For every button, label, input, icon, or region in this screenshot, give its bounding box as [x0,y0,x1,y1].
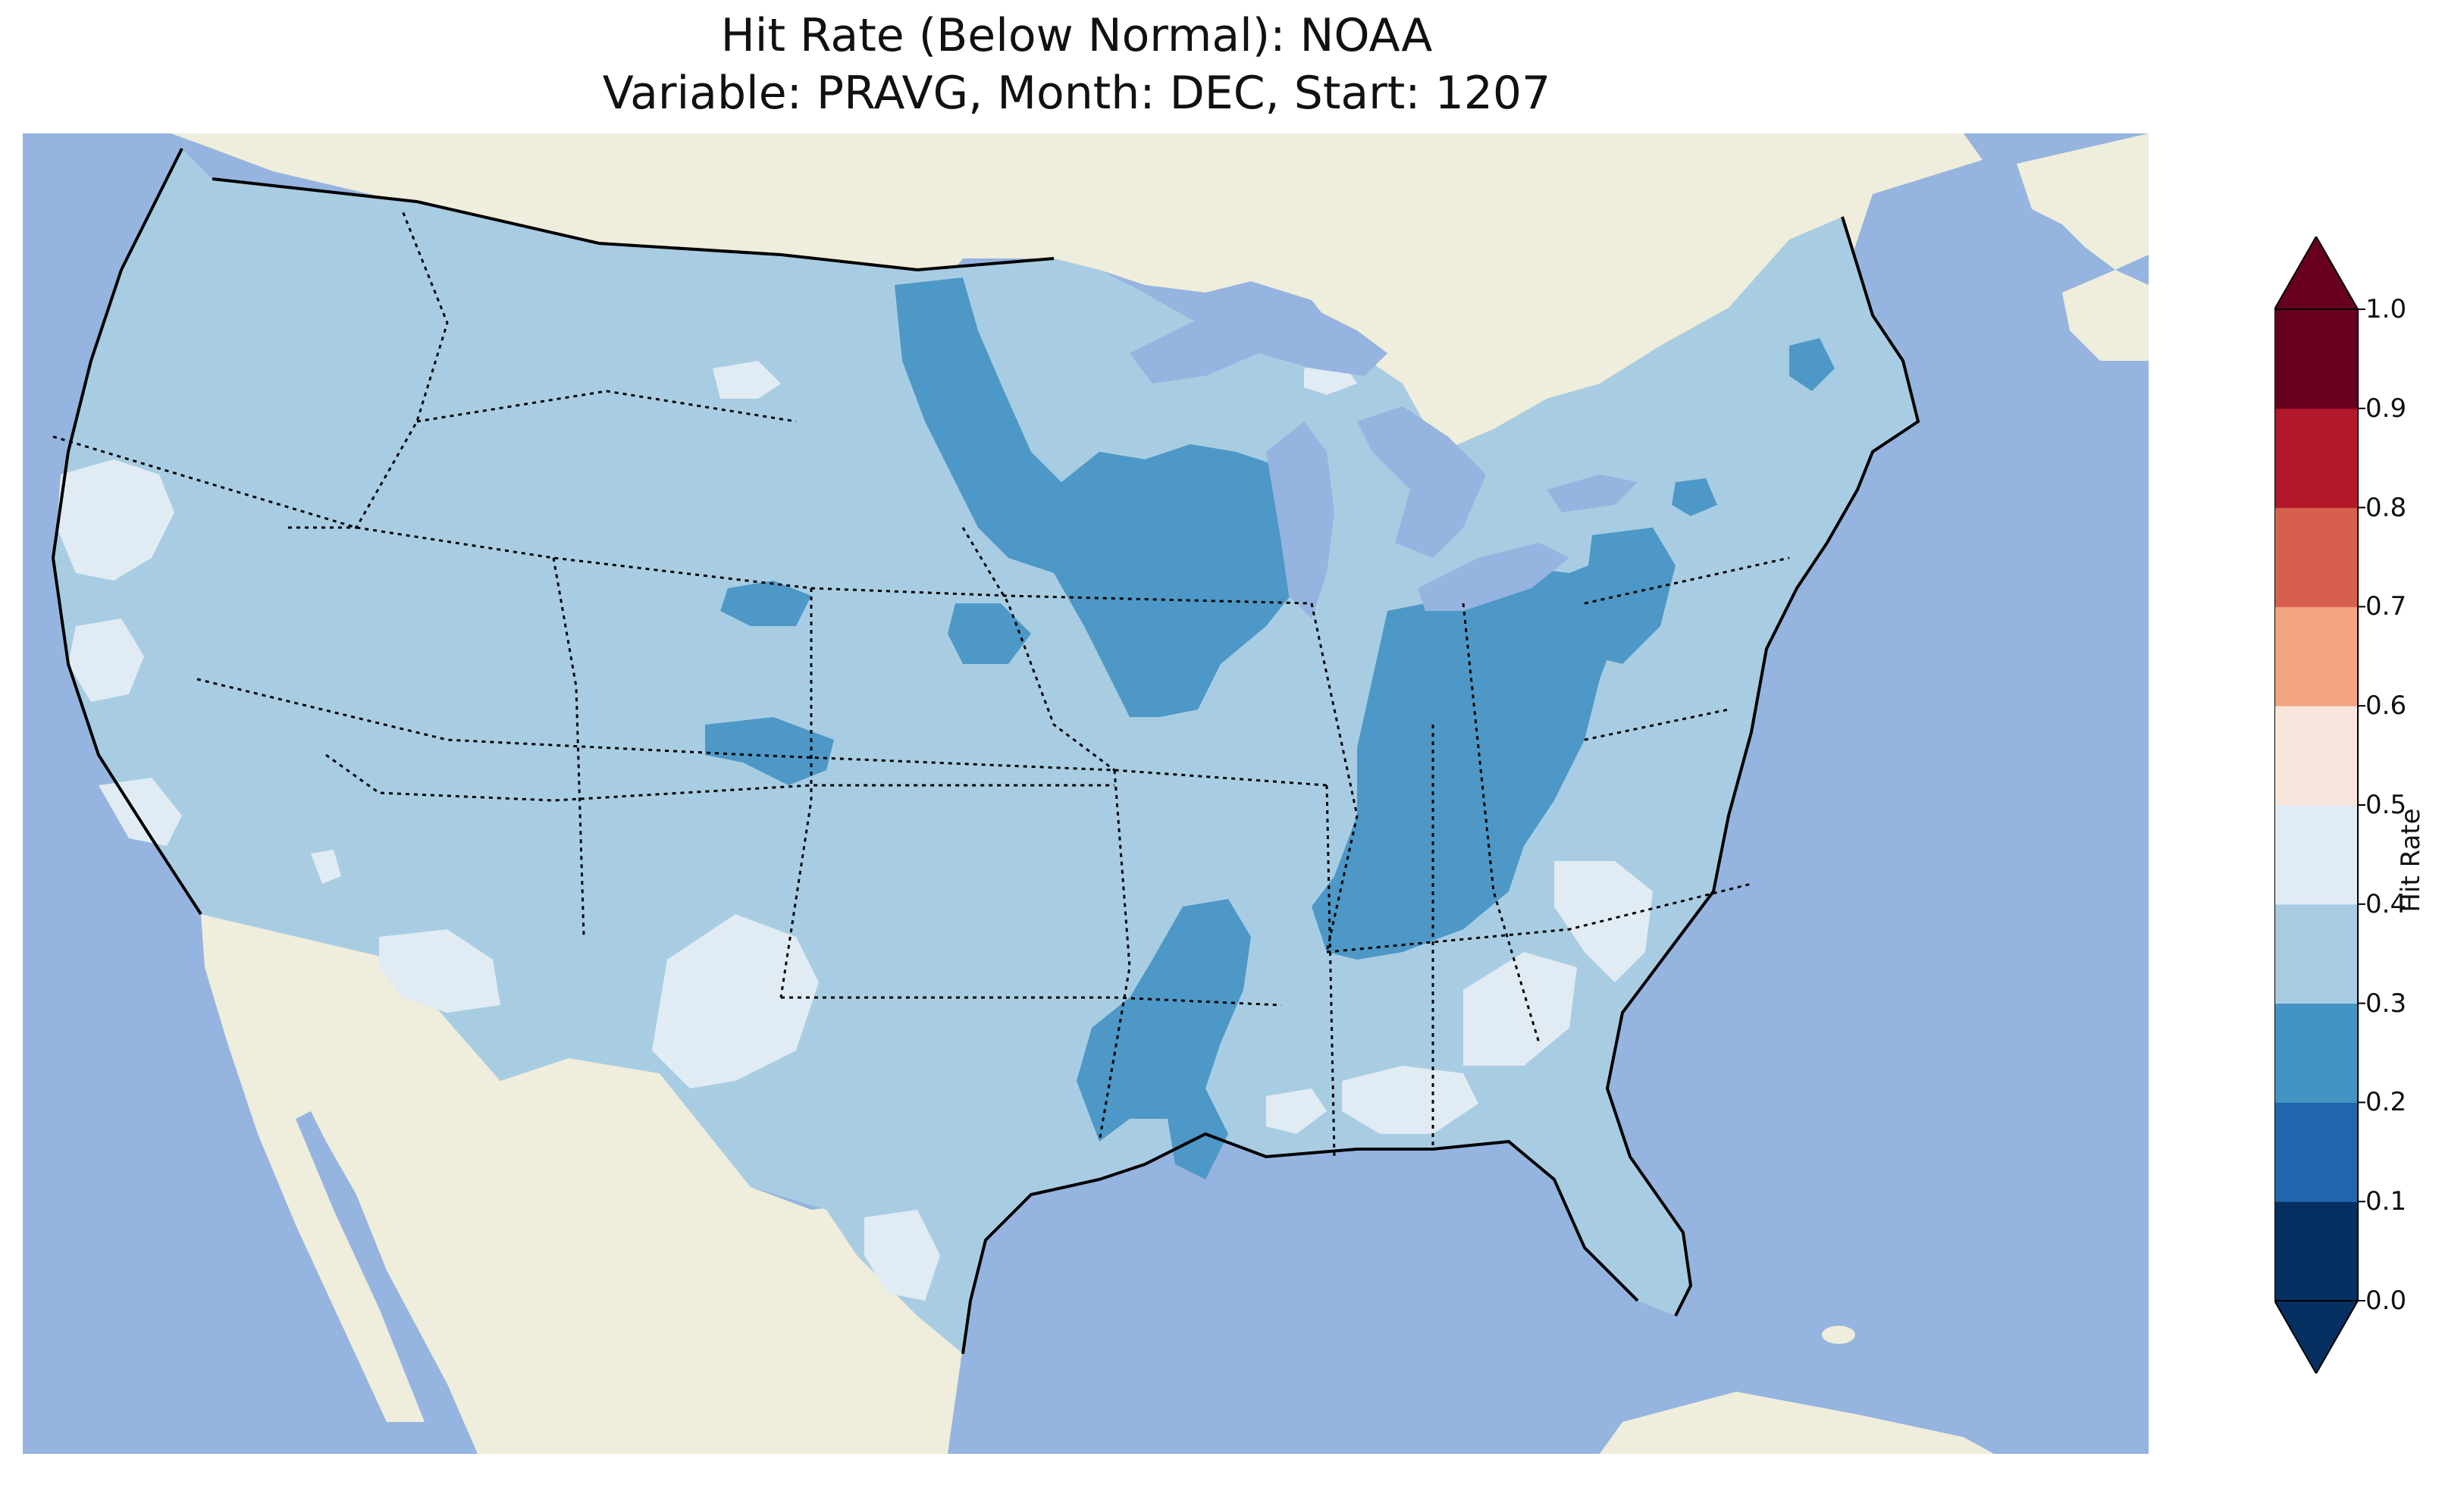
region-central-california [68,619,144,702]
region-gulf-coast-spot [1266,1088,1327,1134]
great-lakes [1130,300,1638,619]
us-canada-border [212,177,1055,272]
region-ohio-valley [1312,558,1622,960]
colorbar-tick-label: 0.7 [2365,591,2407,622]
mexico-land [201,914,970,1454]
colorbar-bin-0-0.1 [2274,1201,2358,1301]
lake-ontario [1547,475,1638,512]
hit-rate-0.2-0.3-regions [705,277,1835,1179]
colorbar-bin-0.8-0.9 [2274,408,2358,509]
colorbar-outline [2274,309,2359,1301]
colorbar-bin-0.4-0.5 [2274,805,2358,905]
colorbar-tick-label: 0.8 [2365,492,2407,523]
colorbar-tick-label: 0.9 [2365,393,2407,424]
colorbar-extend-bottom-arrow [2274,1300,2359,1373]
colorbar-bin-0.3-0.4 [2274,904,2358,1004]
pacific-coast [51,148,202,916]
canada-land [171,133,1983,497]
chart-title: Hit Rate (Below Normal): NOAA [720,9,1433,62]
region-florida-panhandle [1342,1066,1478,1134]
map-panel [23,133,2149,1454]
region-western-pennsylvania [1585,528,1676,664]
state-borders [52,208,1790,1157]
colorbar [2274,236,2365,1373]
region-southern-california [99,778,182,846]
colorbar-tick-label: 0.0 [2365,1286,2407,1316]
atlantic-canada-land [2017,133,2149,270]
colorbar-bin-0.5-0.6 [2274,706,2358,806]
region-ny-spot [1672,478,1717,516]
atlantic-coast [1605,216,1920,1317]
lake-huron [1357,406,1486,558]
bahamas-island [1822,1326,1855,1344]
colorbar-tick-label: 0.1 [2365,1186,2407,1217]
region-northern-vermont [1789,338,1835,391]
region-northern-california [57,459,174,581]
lake-michigan [1266,421,1334,619]
colorbar-bin-0.6-0.7 [2274,606,2358,706]
colorbar-tick-label: 0.2 [2365,1087,2407,1118]
colorbar-tick-label: 0.5 [2365,790,2407,820]
cuba-land [1600,1392,1994,1454]
colorbar-tick-label: 0.4 [2365,888,2407,919]
coastline-lines [51,148,1920,1355]
colorbar-bin-0.7-0.8 [2274,507,2358,607]
colorbar-tick-label: 0.6 [2365,691,2407,722]
region-sw-kansas [705,717,834,785]
region-minnesota-wisconsin [895,277,1327,717]
region-georgia [1463,952,1577,1066]
region-southern-new-mexico [652,914,819,1088]
chart-subtitle: Variable: PRAVG, Month: DEC, Start: 1207 [602,67,1551,120]
region-southern-arizona [379,929,500,1013]
region-southern-texas [864,1210,940,1301]
region-nebraska [948,603,1031,664]
region-arkansas-louisiana [1077,899,1251,1179]
colorbar-bin-0.9-1 [2274,309,2358,409]
newfoundland-land [2062,270,2149,361]
colorbar-ticks [2358,309,2365,1301]
gulf-coast [961,1132,1639,1355]
colorbar-extend-top-arrow [2274,236,2359,310]
colorbar-bin-0.1-0.2 [2274,1102,2358,1202]
colorbar-tick-label: 1.0 [2365,294,2407,324]
lake-erie [1418,543,1569,611]
region-se-montana [713,361,781,399]
region-se-california-spot [311,850,341,884]
region-ne-colorado [720,581,811,626]
lake-superior [1130,300,1387,384]
hit-rate-0.4-0.5-regions [57,361,1653,1301]
colorbar-bins [2274,309,2358,1301]
colorbar-bin-0.2-0.3 [2274,1003,2358,1103]
colorbar-axis-label: Hit Rate [2396,808,2426,913]
colorbar-tick-label: 0.3 [2365,988,2407,1019]
